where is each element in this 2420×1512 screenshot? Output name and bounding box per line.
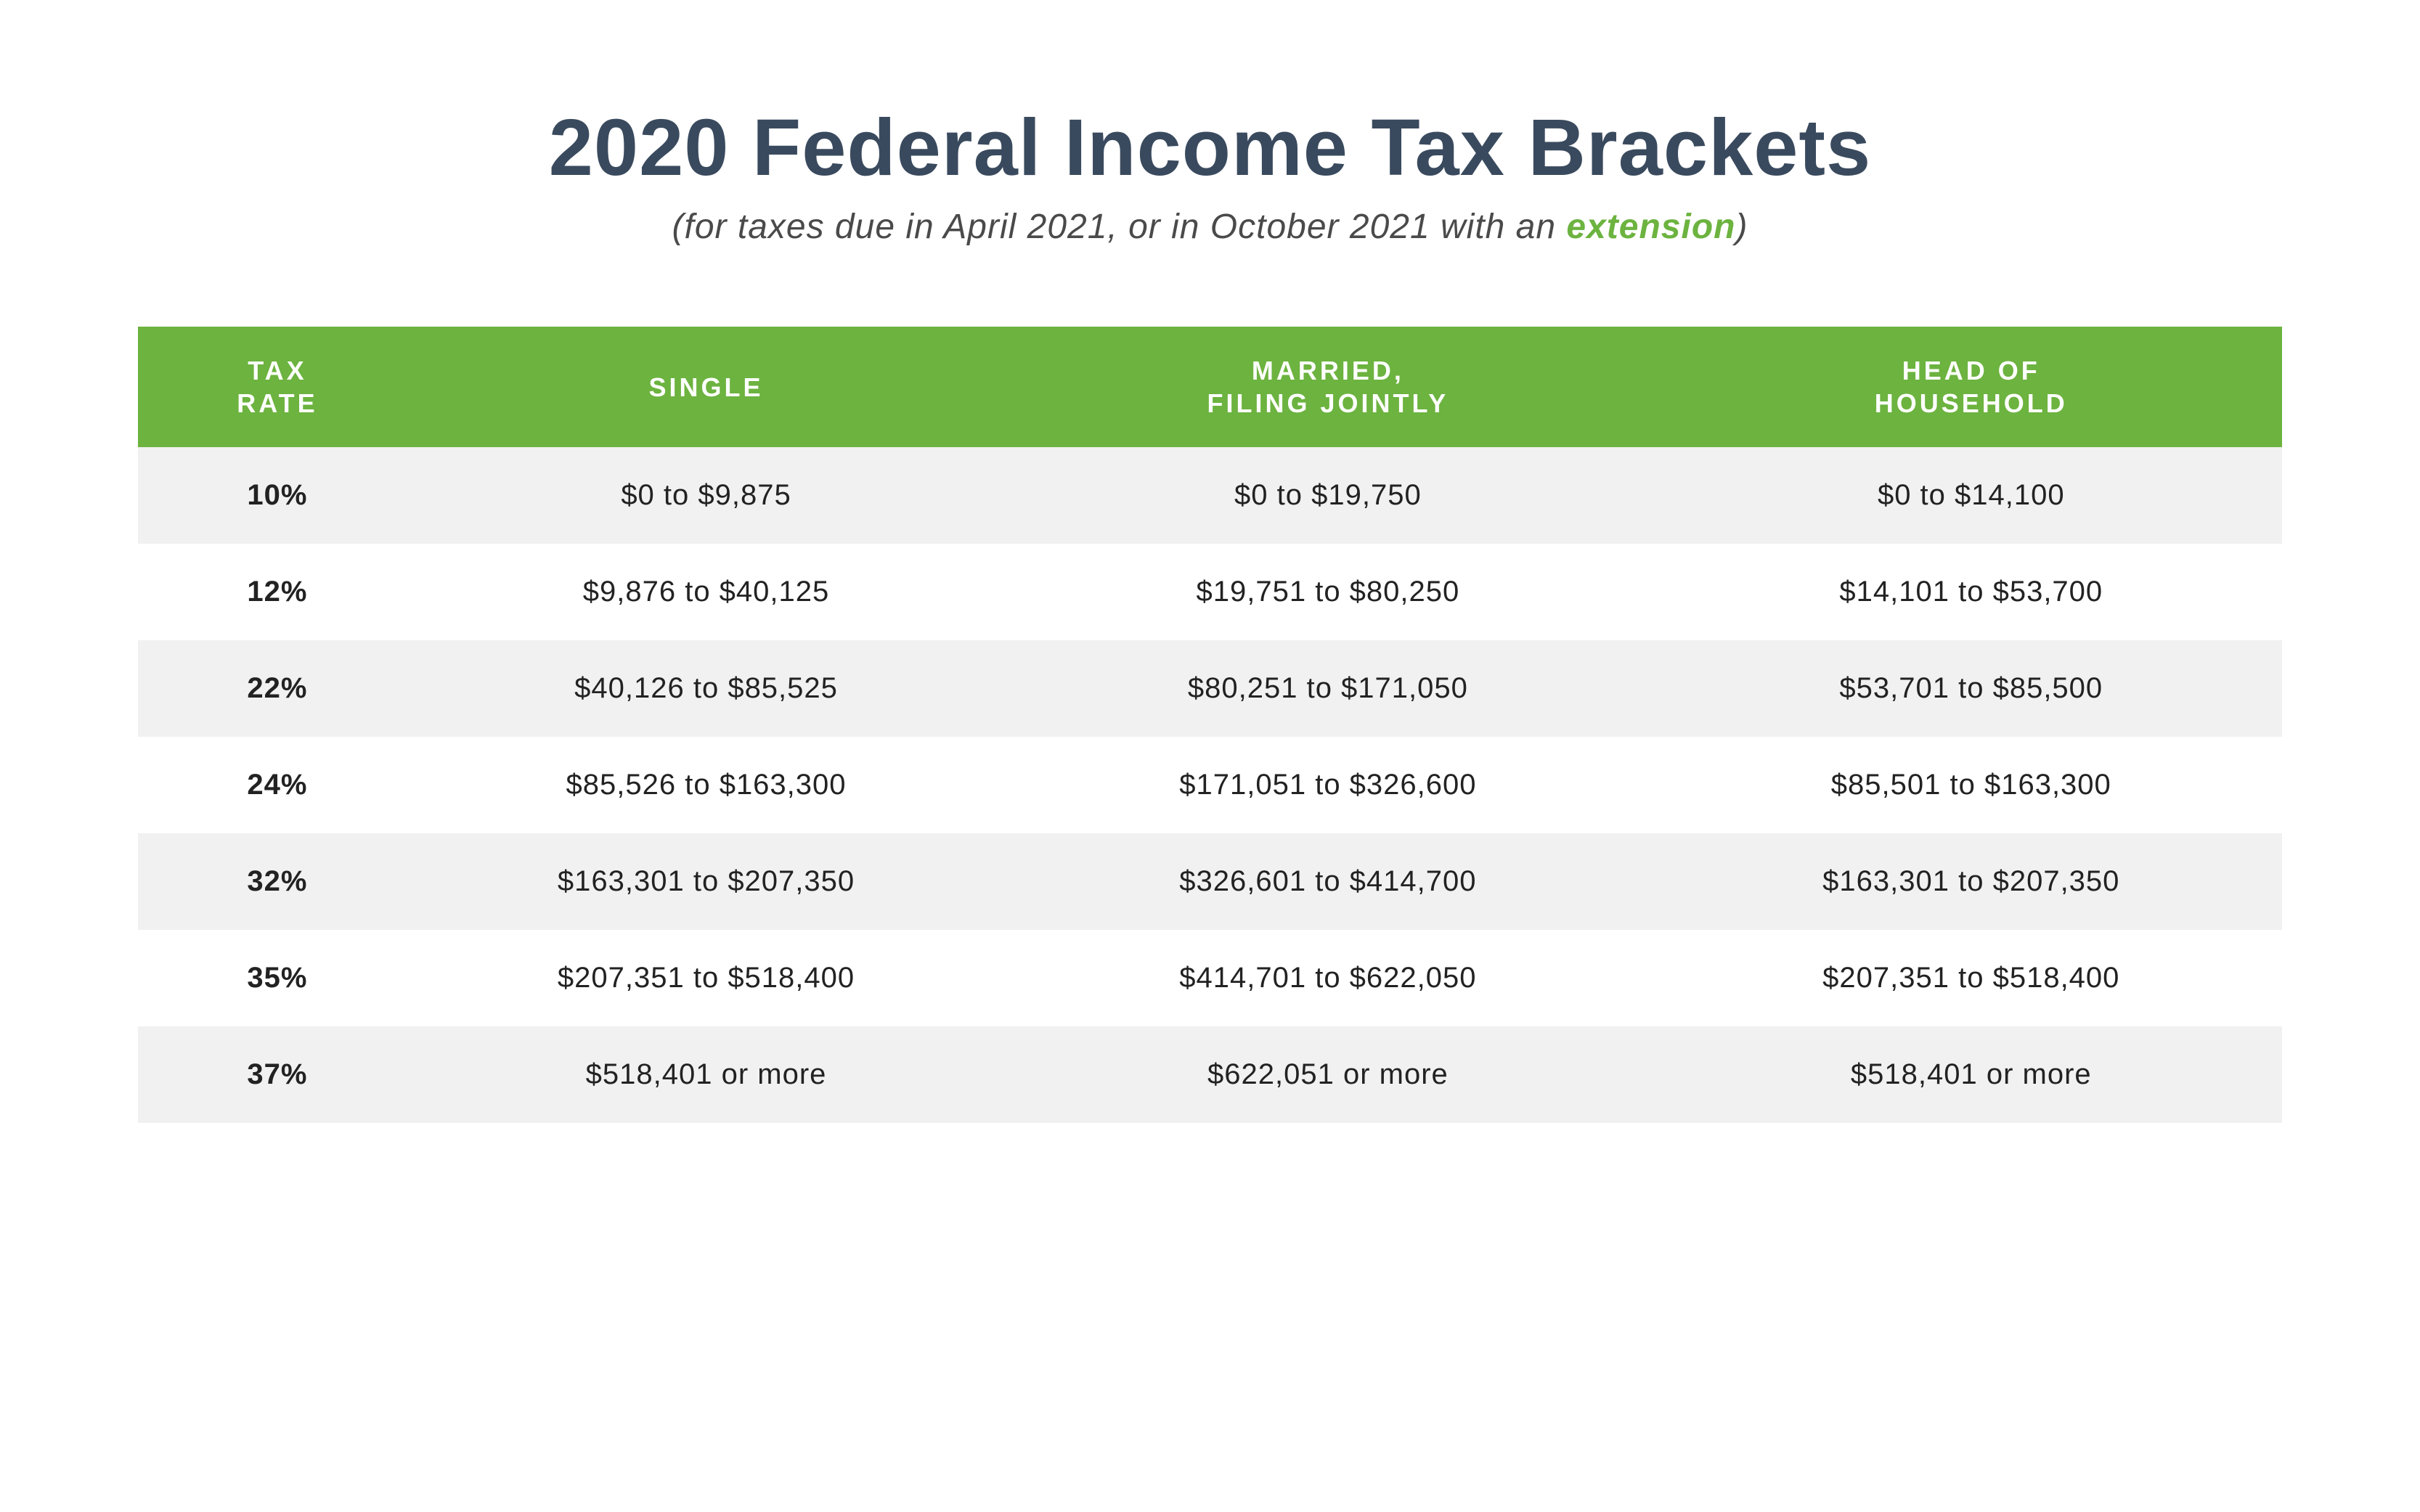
- table-row: 22%$40,126 to $85,525$80,251 to $171,050…: [138, 640, 2282, 737]
- cell-single: $0 to $9,875: [417, 447, 995, 544]
- cell-rate: 10%: [138, 447, 417, 544]
- col-header-single: SINGLE: [417, 327, 995, 447]
- cell-rate: 22%: [138, 640, 417, 737]
- extension-link[interactable]: extension: [1566, 208, 1735, 246]
- cell-hoh: $14,101 to $53,700: [1661, 544, 2282, 640]
- cell-mfj: $171,051 to $326,600: [995, 737, 1660, 833]
- table-row: 12%$9,876 to $40,125$19,751 to $80,250$1…: [138, 544, 2282, 640]
- page-subtitle: (for taxes due in April 2021, or in Octo…: [138, 207, 2282, 247]
- cell-rate: 35%: [138, 930, 417, 1026]
- table-row: 24%$85,526 to $163,300$171,051 to $326,6…: [138, 737, 2282, 833]
- table-row: 35%$207,351 to $518,400$414,701 to $622,…: [138, 930, 2282, 1026]
- cell-mfj: $326,601 to $414,700: [995, 833, 1660, 930]
- cell-mfj: $19,751 to $80,250: [995, 544, 1660, 640]
- subtitle-post: ): [1735, 208, 1748, 246]
- table-row: 10%$0 to $9,875$0 to $19,750$0 to $14,10…: [138, 447, 2282, 544]
- table-row: 37%$518,401 or more$622,051 or more$518,…: [138, 1026, 2282, 1123]
- cell-hoh: $163,301 to $207,350: [1661, 833, 2282, 930]
- table-row: 32%$163,301 to $207,350$326,601 to $414,…: [138, 833, 2282, 930]
- col-header-mfj: MARRIED,FILING JOINTLY: [995, 327, 1660, 447]
- cell-single: $40,126 to $85,525: [417, 640, 995, 737]
- cell-mfj: $622,051 or more: [995, 1026, 1660, 1123]
- cell-rate: 24%: [138, 737, 417, 833]
- cell-single: $85,526 to $163,300: [417, 737, 995, 833]
- col-header-rate: TAXRATE: [138, 327, 417, 447]
- tax-brackets-table: TAXRATE SINGLE MARRIED,FILING JOINTLY HE…: [138, 327, 2282, 1123]
- cell-mfj: $80,251 to $171,050: [995, 640, 1660, 737]
- cell-hoh: $0 to $14,100: [1661, 447, 2282, 544]
- cell-single: $207,351 to $518,400: [417, 930, 995, 1026]
- cell-single: $9,876 to $40,125: [417, 544, 995, 640]
- cell-single: $163,301 to $207,350: [417, 833, 995, 930]
- cell-single: $518,401 or more: [417, 1026, 995, 1123]
- col-header-hoh: HEAD OFHOUSEHOLD: [1661, 327, 2282, 447]
- table-header: TAXRATE SINGLE MARRIED,FILING JOINTLY HE…: [138, 327, 2282, 447]
- table-body: 10%$0 to $9,875$0 to $19,750$0 to $14,10…: [138, 447, 2282, 1123]
- cell-rate: 37%: [138, 1026, 417, 1123]
- subtitle-pre: (for taxes due in April 2021, or in Octo…: [672, 208, 1567, 246]
- cell-mfj: $0 to $19,750: [995, 447, 1660, 544]
- cell-hoh: $85,501 to $163,300: [1661, 737, 2282, 833]
- cell-hoh: $53,701 to $85,500: [1661, 640, 2282, 737]
- cell-rate: 12%: [138, 544, 417, 640]
- cell-hoh: $207,351 to $518,400: [1661, 930, 2282, 1026]
- cell-hoh: $518,401 or more: [1661, 1026, 2282, 1123]
- page-title: 2020 Federal Income Tax Brackets: [138, 102, 2282, 194]
- cell-rate: 32%: [138, 833, 417, 930]
- cell-mfj: $414,701 to $622,050: [995, 930, 1660, 1026]
